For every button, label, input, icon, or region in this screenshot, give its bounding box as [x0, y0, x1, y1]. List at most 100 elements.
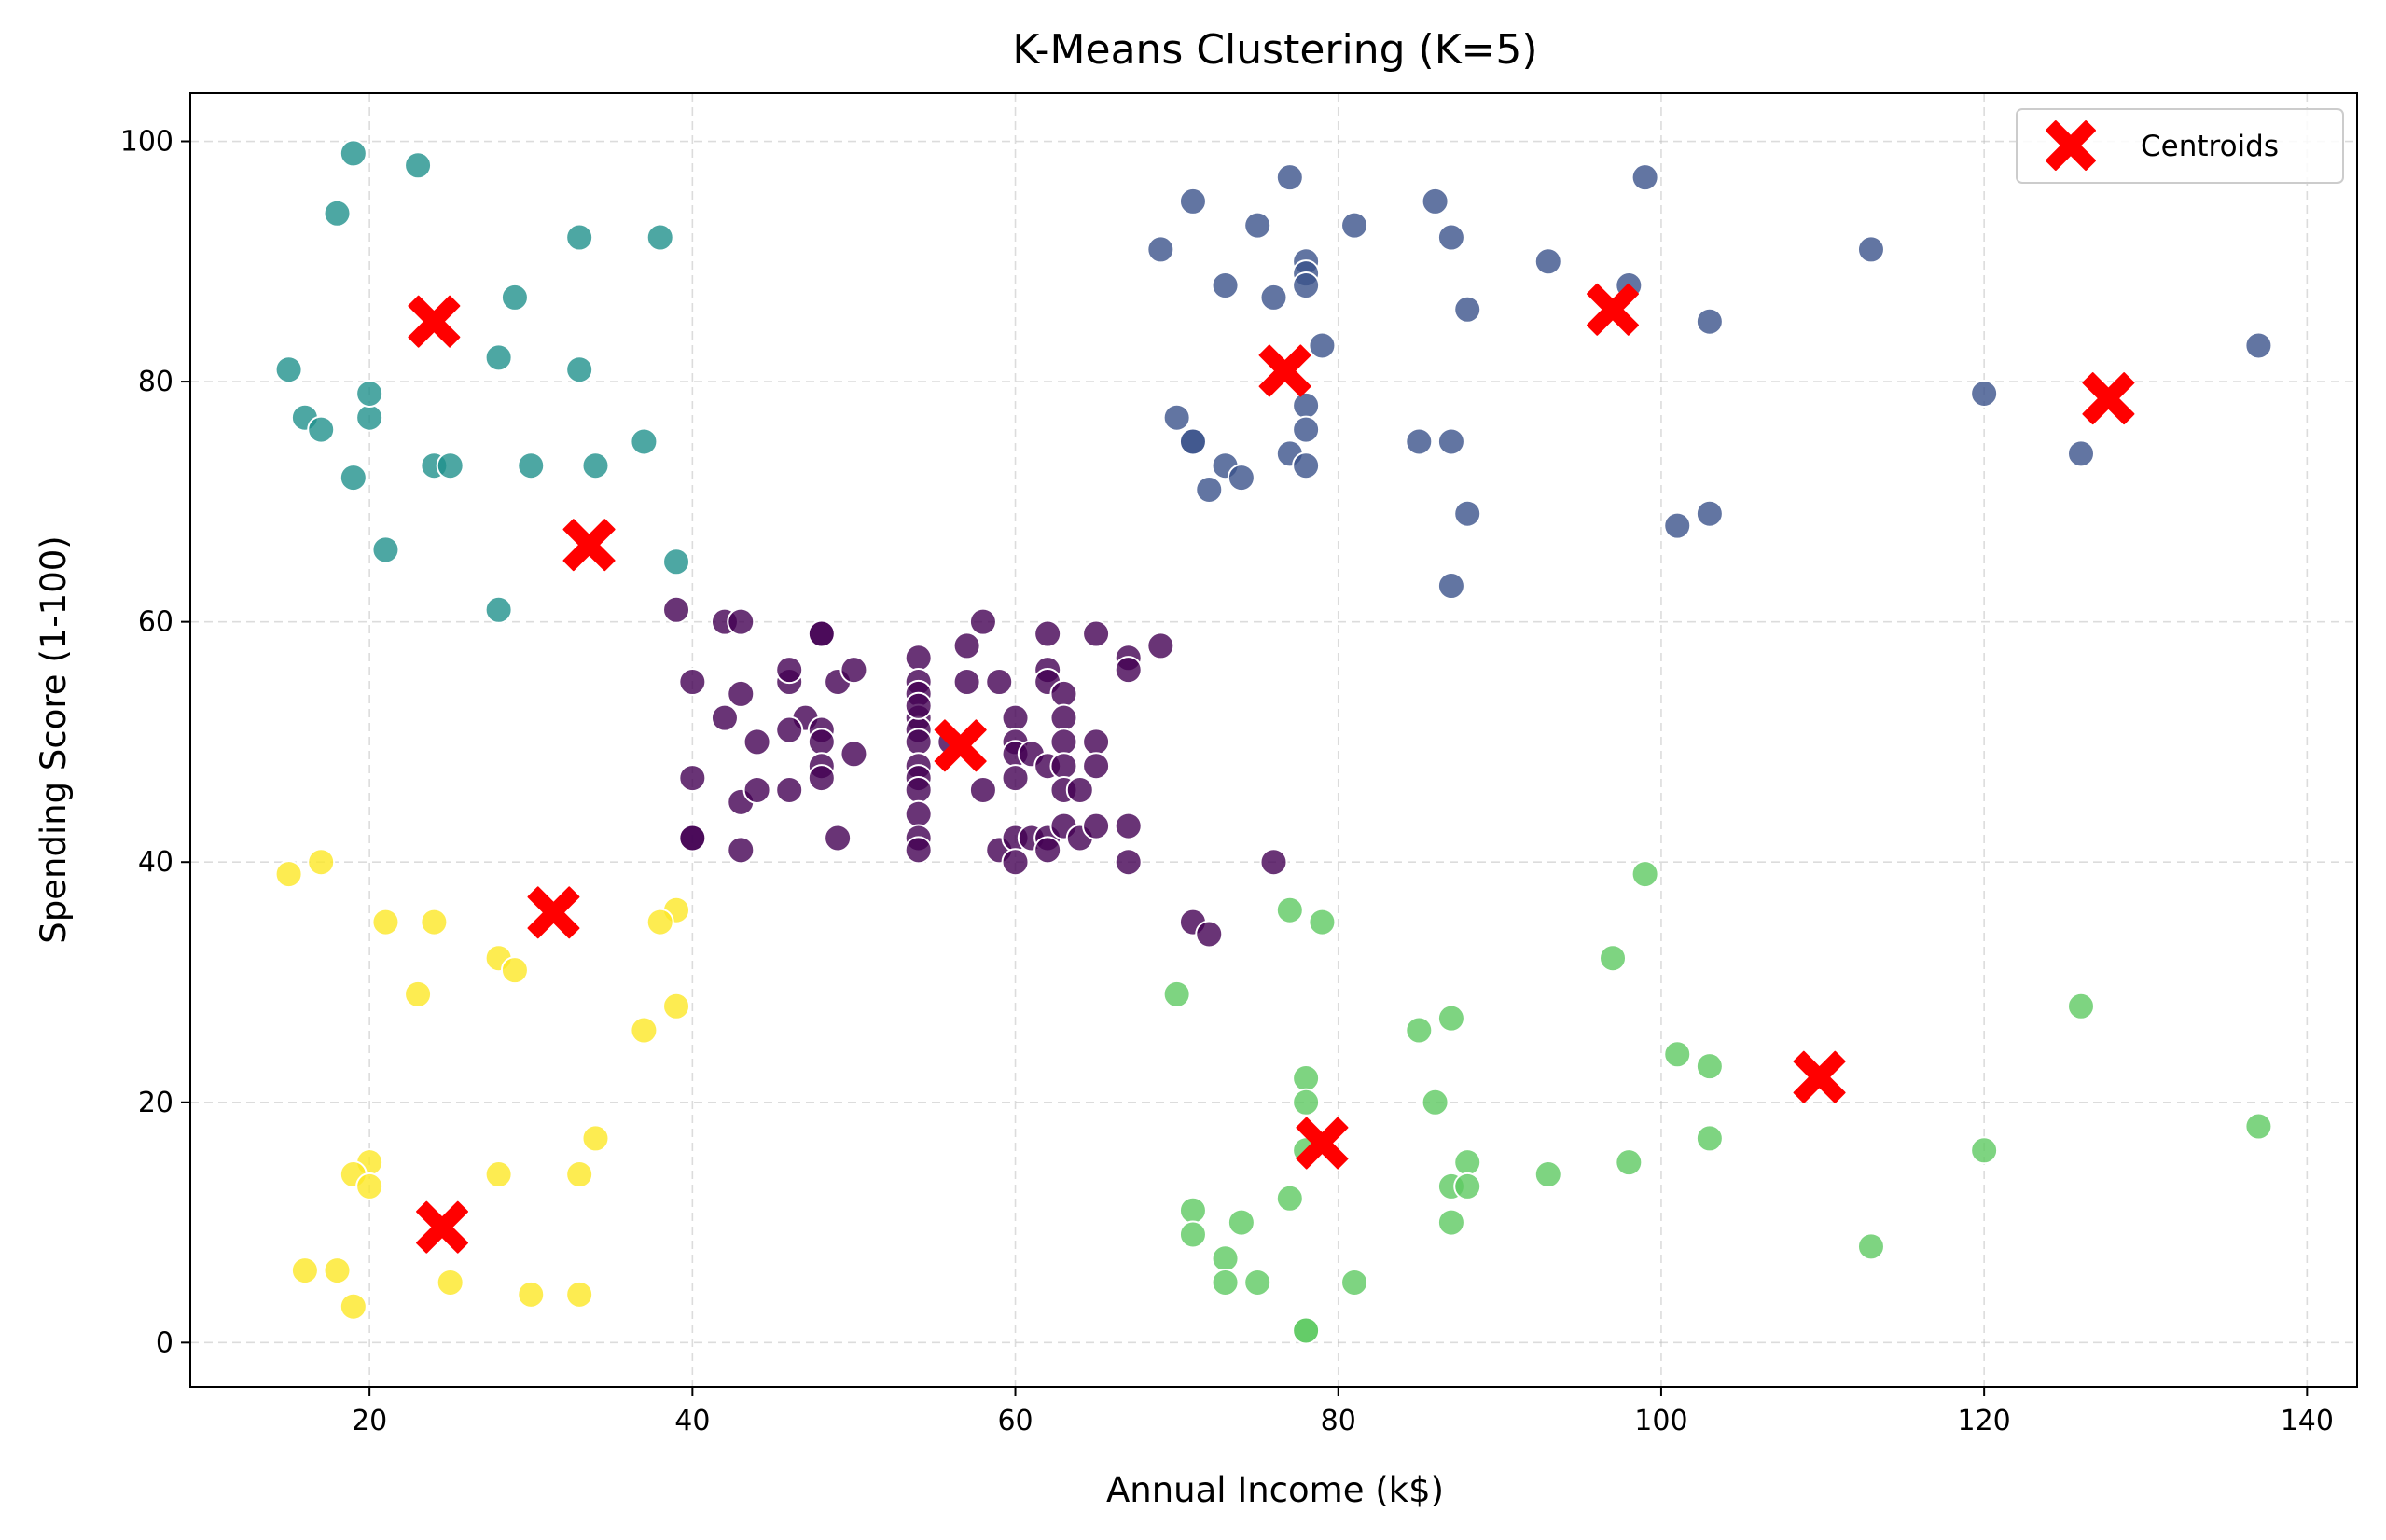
data-point: [662, 548, 691, 576]
data-point: [1082, 728, 1111, 756]
legend-centroid-marker: [2046, 120, 2096, 171]
data-point: [1856, 235, 1885, 264]
data-point: [1436, 427, 1465, 456]
data-point: [727, 679, 756, 708]
data-point: [1259, 848, 1288, 877]
data-point: [645, 908, 674, 936]
data-point: [339, 1292, 368, 1321]
x-tick-label: 80: [1321, 1405, 1356, 1437]
data-point: [581, 1124, 610, 1153]
centroid-marker: [1296, 1117, 1349, 1170]
x-tick-label: 40: [674, 1405, 710, 1437]
x-axis-ticks: 20 40 60 80 100 120 140: [352, 1387, 2334, 1437]
data-point: [1599, 944, 1628, 973]
data-point: [1436, 572, 1465, 601]
data-point: [1082, 619, 1111, 648]
data-point: [952, 631, 981, 660]
data-point: [1178, 187, 1207, 215]
data-point: [2066, 439, 2095, 468]
y-tick-label: 100: [120, 126, 173, 159]
data-point: [1195, 475, 1224, 504]
data-point: [678, 824, 707, 853]
data-point: [1340, 1268, 1369, 1297]
data-point: [274, 860, 303, 889]
data-point: [2066, 992, 2095, 1020]
data-point: [1049, 703, 1078, 732]
y-tick-label: 0: [156, 1326, 173, 1359]
data-point: [775, 775, 804, 804]
data-point: [1082, 752, 1111, 781]
data-point: [807, 619, 836, 648]
data-point: [1275, 895, 1304, 924]
data-point: [1453, 1172, 1482, 1200]
data-point: [904, 691, 933, 720]
data-point: [839, 740, 868, 769]
data-point: [517, 1280, 546, 1309]
data-point: [2244, 331, 2273, 360]
data-point: [323, 199, 352, 228]
data-point: [1275, 1184, 1304, 1213]
data-point: [371, 908, 400, 936]
data-point: [565, 1280, 594, 1309]
data-point: [307, 415, 336, 444]
data-point: [904, 775, 933, 804]
centroid-markers: [408, 283, 2135, 1254]
data-point: [1259, 283, 1288, 312]
data-point: [839, 656, 868, 685]
data-point: [565, 223, 594, 252]
data-point: [742, 775, 771, 804]
data-point: [1970, 1136, 1999, 1165]
legend-centroid-x: [2046, 120, 2096, 171]
data-point: [1405, 427, 1434, 456]
data-point: [484, 595, 513, 624]
data-point: [1630, 860, 1659, 889]
data-point: [1695, 307, 1724, 336]
data-point: [1615, 1148, 1644, 1177]
x-tick-label: 100: [1634, 1405, 1687, 1437]
y-tick-label: 40: [138, 846, 173, 879]
centroid-marker: [416, 1200, 469, 1254]
data-point: [1082, 812, 1111, 840]
data-point: [1211, 1244, 1240, 1273]
data-point: [1292, 415, 1321, 444]
centroid-marker: [1793, 1050, 1846, 1103]
data-point: [1421, 1088, 1450, 1117]
data-point: [1033, 836, 1062, 865]
data-point: [1292, 1316, 1321, 1345]
data-point: [1695, 1124, 1724, 1153]
data-point: [645, 223, 674, 252]
data-point: [1308, 331, 1337, 360]
x-axis-label: Annual Income (k$): [1106, 1470, 1444, 1510]
data-point: [290, 1256, 319, 1285]
data-point: [1453, 499, 1482, 528]
x-tick-label: 140: [2281, 1405, 2334, 1437]
data-point: [742, 728, 771, 756]
centroid-marker: [562, 519, 616, 572]
y-tick-label: 20: [138, 1087, 173, 1119]
data-point: [565, 1160, 594, 1189]
data-point: [1695, 1052, 1724, 1081]
data-point: [1970, 379, 1999, 408]
data-point: [1049, 752, 1078, 781]
data-point: [678, 764, 707, 793]
data-point: [1275, 163, 1304, 192]
data-point: [1227, 1208, 1255, 1237]
data-point: [500, 956, 529, 985]
data-point: [1405, 1016, 1434, 1045]
data-point: [1436, 223, 1465, 252]
data-point: [1114, 656, 1143, 685]
data-point: [727, 836, 756, 865]
data-point: [500, 283, 529, 312]
y-axis-ticks: 0 20 40 60 80 100: [120, 126, 190, 1359]
data-point: [662, 595, 691, 624]
data-point: [355, 379, 384, 408]
data-point: [1114, 848, 1143, 877]
data-point: [404, 151, 433, 180]
legend: Centroids: [2016, 108, 2344, 184]
data-point: [1195, 920, 1224, 949]
data-point: [807, 764, 836, 793]
data-point: [484, 343, 513, 372]
centroid-marker: [1258, 344, 1311, 397]
